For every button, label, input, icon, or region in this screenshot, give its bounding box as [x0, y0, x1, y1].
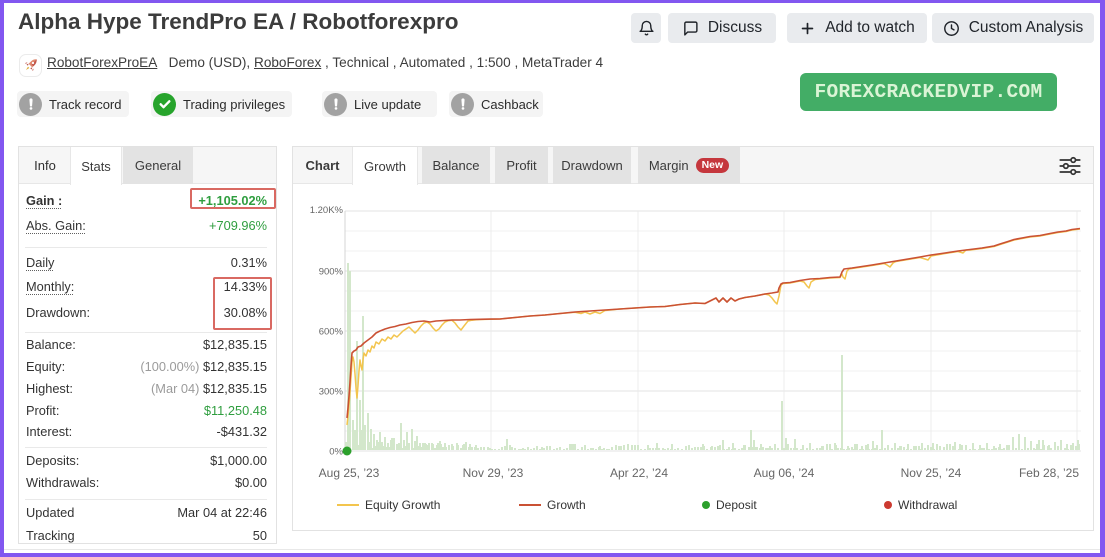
svg-text:Deposit: Deposit — [716, 498, 757, 512]
svg-text:Feb 28, ’25: Feb 28, ’25 — [1019, 466, 1079, 480]
svg-text:Equity Growth: Equity Growth — [365, 498, 440, 512]
svg-text:300%: 300% — [319, 387, 344, 398]
svg-text:600%: 600% — [319, 327, 344, 338]
svg-text:0%: 0% — [329, 447, 343, 458]
svg-text:Aug 06, ’24: Aug 06, ’24 — [754, 466, 815, 480]
svg-text:900%: 900% — [319, 267, 344, 278]
svg-text:Withdrawal: Withdrawal — [898, 498, 957, 512]
svg-text:Nov 25, ’24: Nov 25, ’24 — [901, 466, 962, 480]
svg-text:Aug 25, ’23: Aug 25, ’23 — [319, 466, 380, 480]
svg-text:1.20K%: 1.20K% — [310, 205, 344, 216]
svg-text:Apr 22, ’24: Apr 22, ’24 — [610, 466, 668, 480]
svg-text:Nov 29, ’23: Nov 29, ’23 — [463, 466, 524, 480]
svg-text:Growth: Growth — [547, 498, 586, 512]
